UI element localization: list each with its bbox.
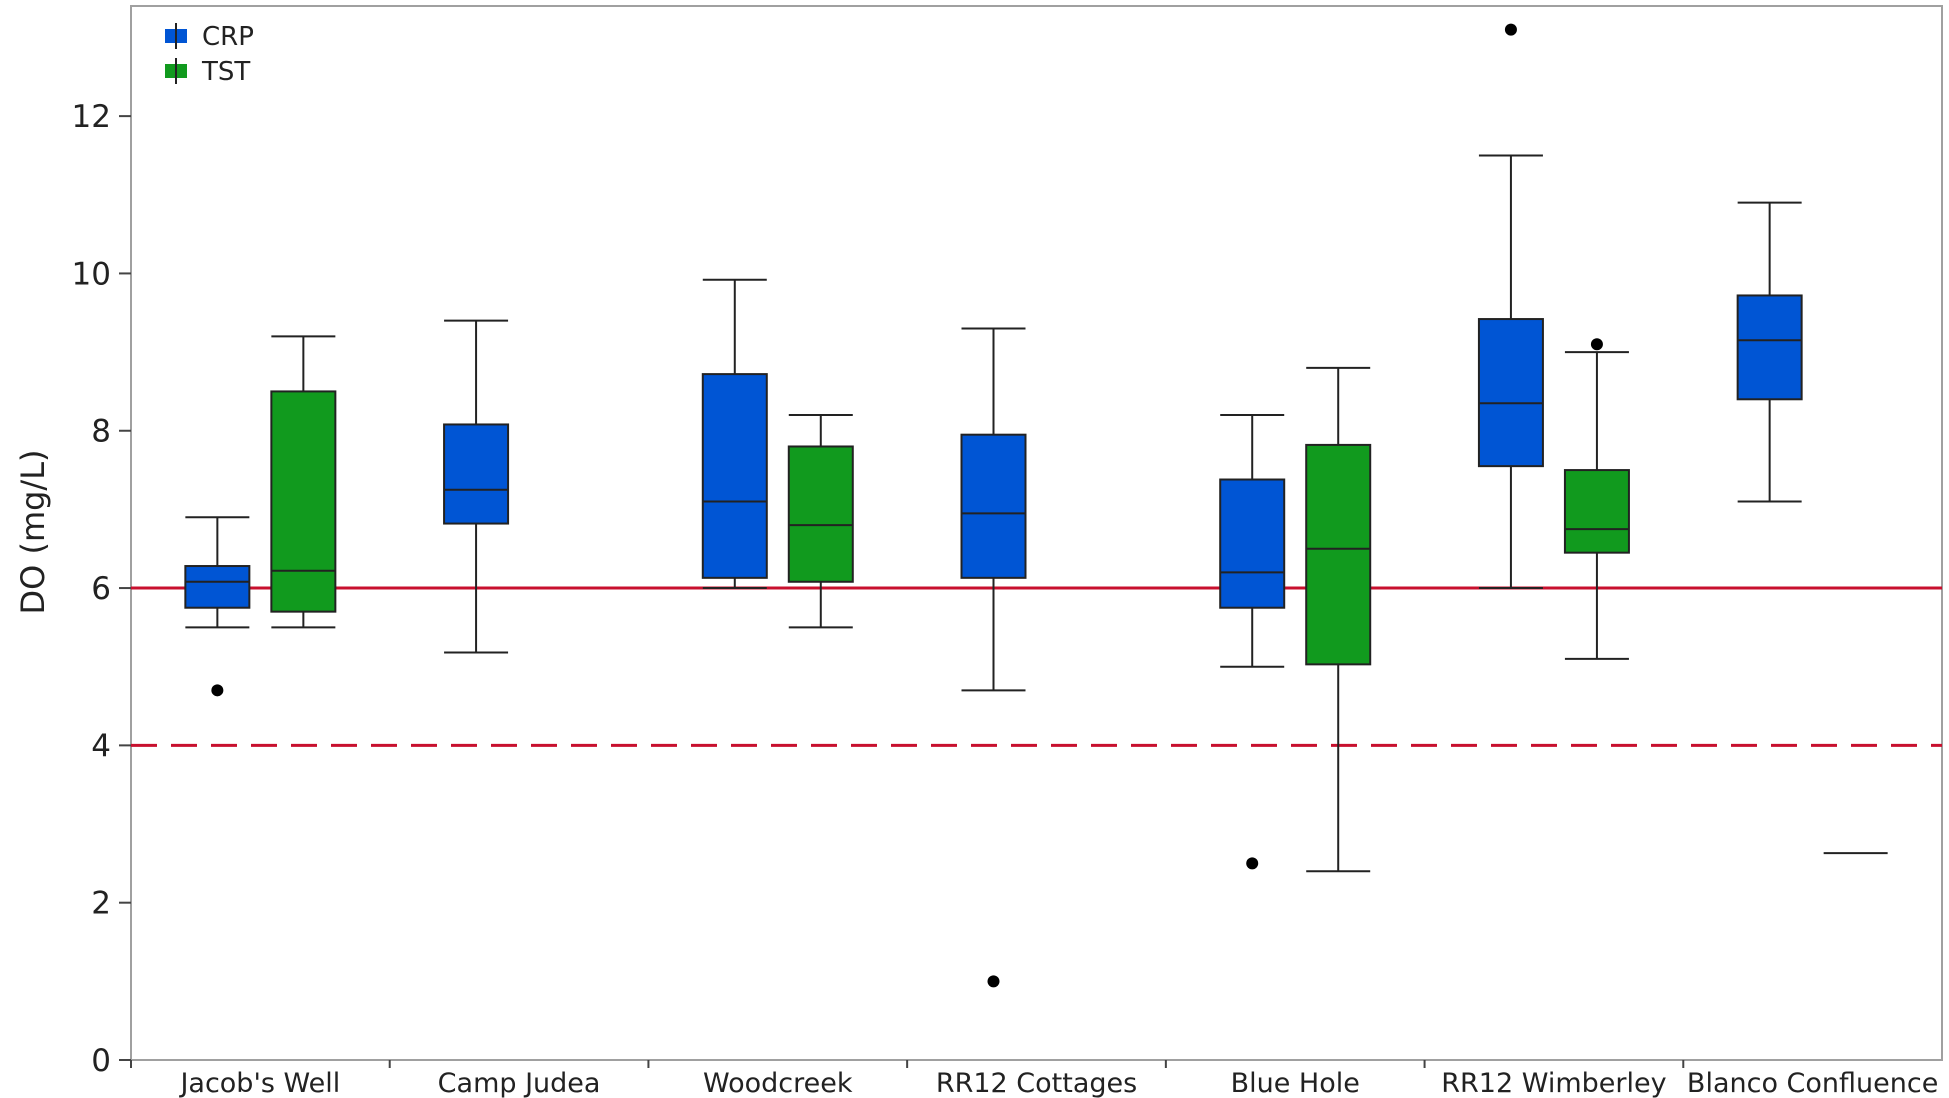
iqr-box — [960, 433, 1027, 579]
x-tick-label: Camp Judea — [438, 1068, 601, 1098]
box-crp — [184, 516, 251, 697]
box-crp — [1477, 23, 1544, 590]
x-tick-label: RR12 Cottages — [936, 1068, 1137, 1098]
outlier-point — [211, 684, 224, 697]
outlier-point — [1246, 857, 1259, 870]
box-tst — [1563, 338, 1630, 660]
iqr-box — [270, 390, 337, 613]
x-tick-label: Jacob's Well — [178, 1068, 340, 1098]
outlier-point — [1590, 338, 1603, 351]
iqr-box — [443, 423, 510, 525]
y-tick-label: 6 — [91, 571, 111, 607]
x-axis: Jacob's Well Camp Judea Woodcreek RR12 Cott… — [130, 1060, 1938, 1098]
reference-lines — [131, 586, 1942, 747]
x-tick-label: RR12 Wimberley — [1441, 1068, 1666, 1098]
y-tick-label: 12 — [72, 99, 111, 135]
iqr-box — [1219, 478, 1286, 609]
y-tick-label: 10 — [72, 256, 111, 292]
legend-label-tst: TST — [201, 57, 250, 87]
box-tst — [787, 414, 854, 629]
x-tick-label: Blanco Confluence — [1687, 1068, 1938, 1098]
box-crp — [1219, 414, 1286, 870]
y-tick-label: 2 — [91, 886, 111, 922]
box-crp — [1736, 201, 1803, 503]
box-tst — [1305, 366, 1372, 873]
y-tick-label: 8 — [91, 414, 111, 450]
legend: CRP TST — [165, 22, 254, 87]
iqr-box — [701, 373, 768, 579]
iqr-box — [787, 445, 854, 583]
x-tick-label: Woodcreek — [703, 1068, 853, 1098]
y-tick-label: 0 — [91, 1043, 111, 1079]
x-tick-label: Blue Hole — [1231, 1068, 1360, 1098]
box-plots — [184, 23, 1888, 988]
outlier-point — [1504, 23, 1517, 36]
iqr-box — [184, 565, 251, 609]
iqr-box — [1305, 443, 1372, 666]
box-crp — [701, 278, 768, 590]
box-crp — [960, 327, 1027, 988]
iqr-box — [1477, 318, 1544, 468]
box-crp — [443, 319, 510, 654]
outlier-point — [987, 975, 1000, 988]
iqr-box — [1736, 294, 1803, 401]
plot-frame — [130, 5, 1943, 1061]
y-axis-title: DO (mg/L) — [14, 449, 52, 614]
iqr-box — [1563, 469, 1630, 554]
box-tst — [270, 335, 337, 629]
y-tick-label: 4 — [91, 728, 111, 764]
legend-label-crp: CRP — [202, 22, 254, 52]
y-axis: 0 2 4 6 8 10 12 — [72, 99, 131, 1079]
